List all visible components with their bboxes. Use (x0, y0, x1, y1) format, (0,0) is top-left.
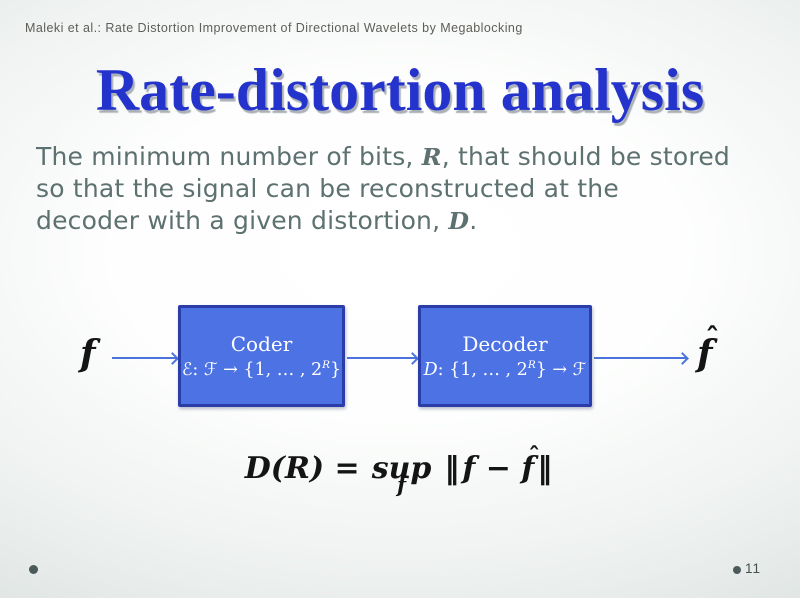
body-line-3: decoder with a given distortion, D. (36, 206, 478, 235)
formula-norm-expression: ‖ f − f ˆ ‖ (444, 441, 553, 486)
body-line-2: so that the signal can be reconstructed … (36, 174, 619, 203)
coder-formula: ℰ: ℱ → {1, … , 2R} (181, 359, 342, 380)
body-line-1: The minimum number of bits, R, that shou… (36, 142, 730, 171)
formula-sup-subscript: f (397, 472, 407, 498)
footer-bullet-left (29, 565, 38, 574)
header-citation: Maleki et al.: Rate Distortion Improveme… (25, 21, 523, 35)
arrow-coder-to-decoder (347, 357, 416, 359)
body-paragraph: The minimum number of bits, R, that shou… (36, 141, 776, 237)
page-title: Rate-distortion analysis (95, 57, 705, 123)
decoder-box: Decoder D: {1, … , 2R} → ℱ (418, 305, 592, 407)
math-var-D: D (448, 207, 470, 235)
formula-lhs: D(R) = (244, 451, 360, 486)
coder-title: Coder (230, 332, 293, 357)
coder-box: Coder ℰ: ℱ → {1, … , 2R} (178, 305, 345, 407)
rate-distortion-formula: D(R) = sup f ‖ f − f ˆ ‖ (0, 441, 800, 498)
decoder-title: Decoder (462, 332, 548, 357)
hat-accent: ˆ (705, 321, 720, 355)
page-number: 11 (745, 561, 762, 576)
diagram-input-label-f: f (80, 333, 96, 375)
formula-sup-operator: sup f (371, 451, 432, 498)
math-var-R: R (421, 143, 442, 171)
footer-bullet-right (733, 566, 741, 574)
hat-accent: ˆ (528, 441, 541, 470)
arrow-decoder-to-output (594, 357, 686, 359)
decoder-formula: D: {1, … , 2R} → ℱ (423, 359, 587, 380)
arrow-input-to-coder (112, 357, 176, 359)
